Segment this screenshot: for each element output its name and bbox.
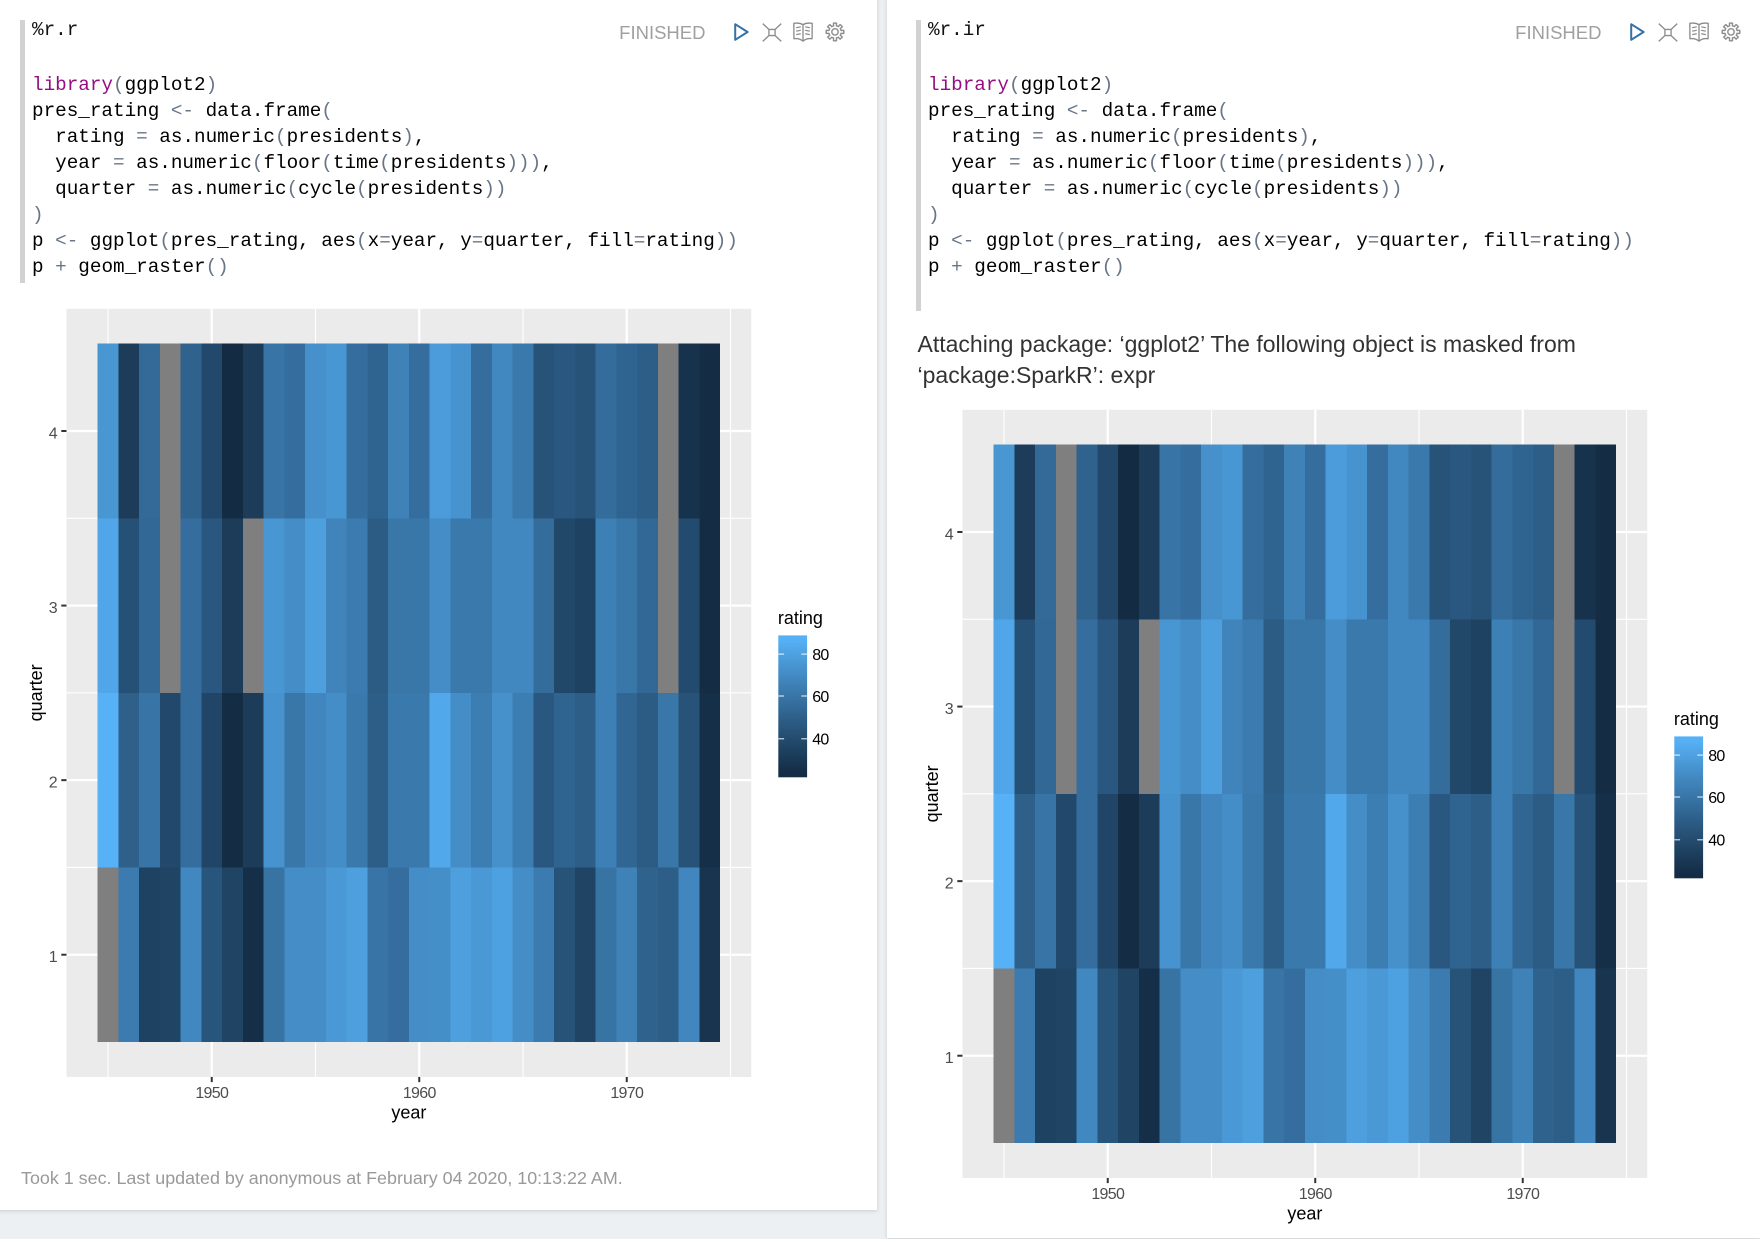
svg-text:1950: 1950	[195, 1085, 229, 1102]
svg-text:2: 2	[945, 876, 954, 893]
svg-text:1950: 1950	[1091, 1186, 1125, 1203]
svg-text:rating: rating	[778, 608, 823, 628]
svg-text:quarter: quarter	[922, 766, 942, 823]
svg-text:1960: 1960	[403, 1085, 437, 1102]
svg-text:60: 60	[812, 689, 829, 706]
svg-text:2: 2	[49, 775, 58, 792]
svg-text:1: 1	[945, 1050, 954, 1067]
svg-text:4: 4	[945, 527, 954, 544]
svg-text:quarter: quarter	[26, 664, 46, 721]
svg-text:1960: 1960	[1299, 1186, 1333, 1203]
svg-text:3: 3	[945, 701, 954, 718]
svg-text:40: 40	[1708, 833, 1725, 850]
svg-text:3: 3	[49, 600, 58, 617]
svg-text:80: 80	[812, 647, 829, 664]
svg-text:1970: 1970	[1506, 1186, 1540, 1203]
svg-text:year: year	[391, 1102, 426, 1122]
svg-text:80: 80	[1708, 748, 1725, 765]
svg-text:year: year	[1287, 1204, 1322, 1224]
svg-text:1970: 1970	[610, 1085, 644, 1102]
svg-text:rating: rating	[1674, 709, 1719, 729]
svg-text:60: 60	[1708, 790, 1725, 807]
svg-text:40: 40	[812, 732, 829, 749]
svg-text:4: 4	[49, 425, 58, 442]
svg-text:1: 1	[49, 949, 58, 966]
